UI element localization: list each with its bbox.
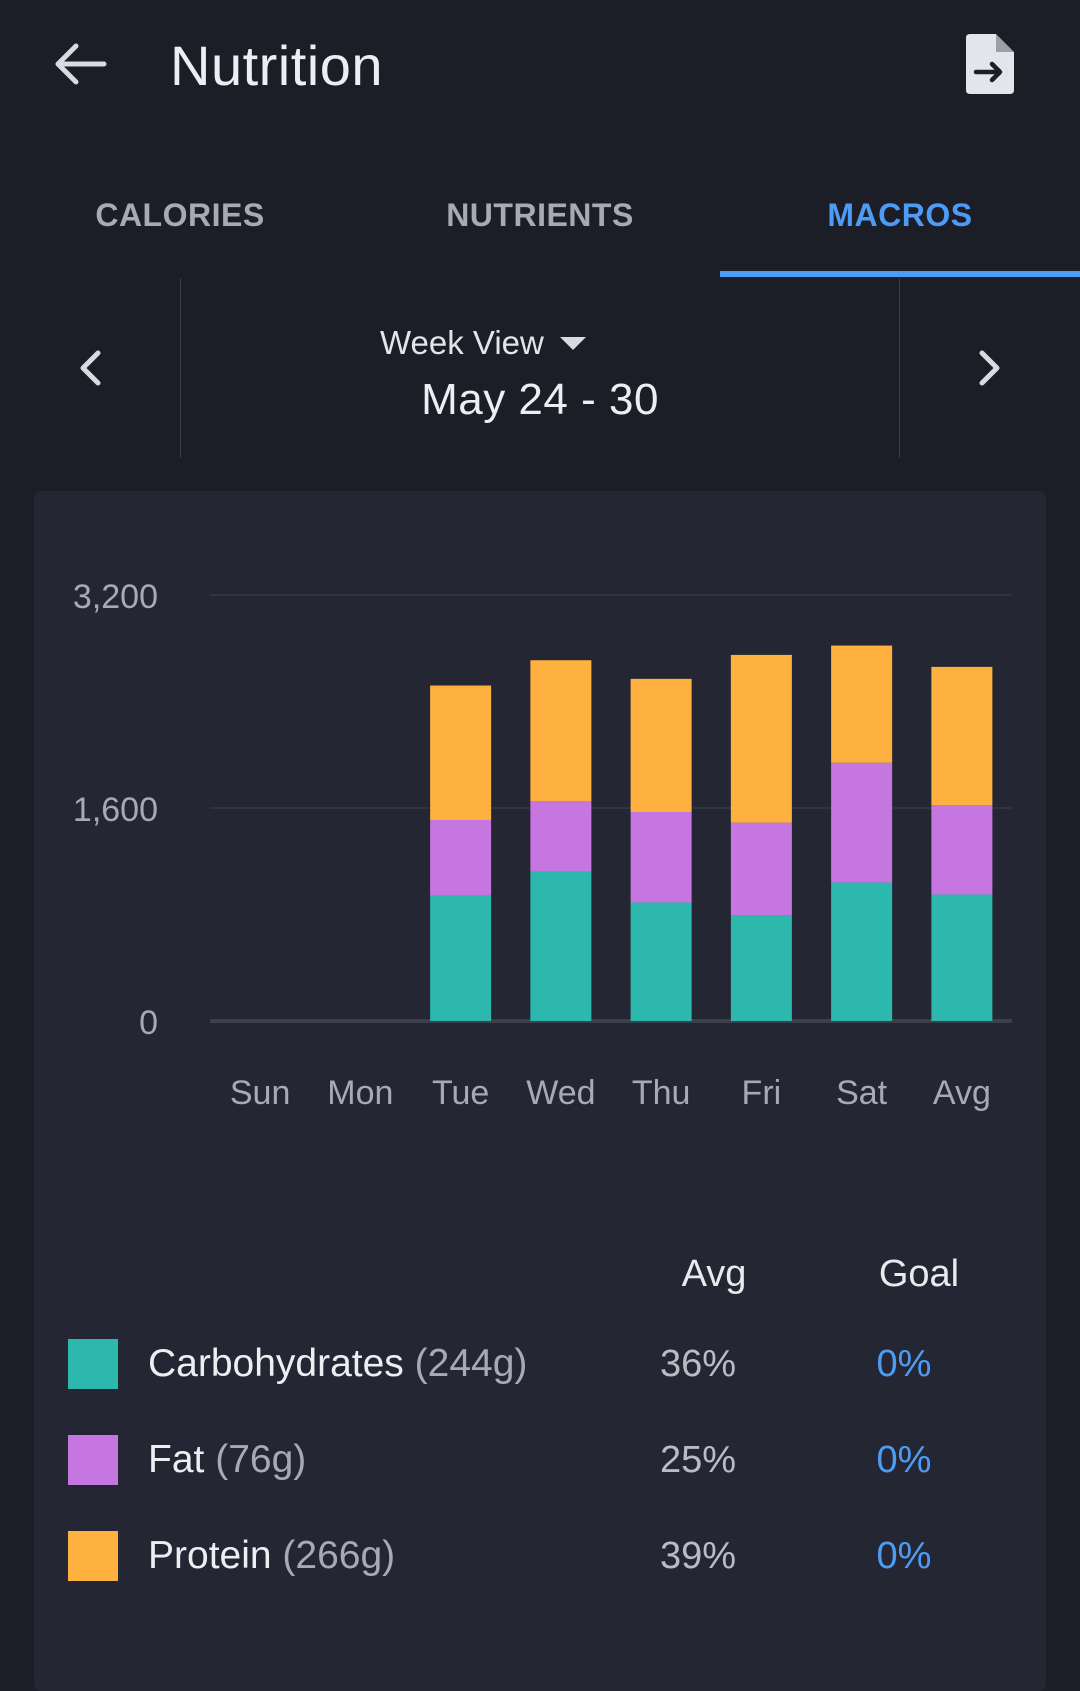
avg-column-header: Avg (681, 1253, 747, 1295)
bar-fat-fri[interactable] (730, 822, 792, 916)
bar-fat-avg[interactable] (931, 805, 993, 895)
macro-row-protein[interactable]: Protein (266g) 39% 0% (68, 1525, 1008, 1585)
bar-carbohydrates-sat[interactable] (831, 882, 893, 1021)
macro-row-fat[interactable]: Fat (76g) 25% 0% (68, 1429, 1008, 1489)
y-tick-label: 1,600 (73, 791, 158, 829)
tab-nutrients[interactable]: NUTRIENTS (446, 196, 634, 233)
x-tick-label: Thu (632, 1074, 691, 1112)
app-bar: Nutrition (0, 0, 1080, 130)
bar-fat-thu[interactable] (630, 811, 692, 903)
y-tick-label: 3,200 (73, 578, 158, 616)
x-tick-label: Wed (526, 1074, 595, 1112)
goal-column-header: Goal (878, 1253, 960, 1295)
back-button[interactable] (40, 28, 120, 100)
bar-protein-thu[interactable] (630, 678, 692, 812)
tab-calories[interactable]: CALORIES (95, 196, 265, 233)
view-mode-label: Week View (380, 324, 544, 361)
bar-carbohydrates-thu[interactable] (630, 902, 692, 1021)
chevron-right-icon (979, 350, 1000, 386)
page-title: Nutrition (170, 34, 384, 97)
macro-row-carbohydrates[interactable]: Carbohydrates (244g) 36% 0% (68, 1333, 1008, 1393)
bar-protein-sat[interactable] (831, 645, 893, 763)
bar-fat-wed[interactable] (530, 801, 592, 872)
divider (180, 278, 181, 458)
content-area: 0 1,600 3,200 Sun Mon Tue Wed Thu Fri Sat Avg Avg … (0, 458, 1080, 1691)
date-range-bar: Week View May 24 - 30 (0, 278, 1080, 458)
fat-swatch (68, 1435, 118, 1485)
goal-percent[interactable]: 0% (876, 1343, 932, 1385)
bar-carbohydrates-avg[interactable] (931, 894, 993, 1021)
protein-swatch (68, 1531, 118, 1581)
carbohydrates-swatch (68, 1339, 118, 1389)
macro-amount: (266g) (282, 1534, 396, 1577)
date-range: May 24 - 30 (421, 375, 659, 424)
avg-percent: 39% (659, 1535, 737, 1577)
caret-down-icon (559, 337, 586, 350)
bar-carbohydrates-fri[interactable] (730, 915, 792, 1021)
macro-name: Fat (148, 1438, 205, 1481)
view-mode-dropdown[interactable]: Week View (380, 320, 596, 366)
macros-chart: 0 1,600 3,200 Sun Mon Tue Wed Thu Fri Sat Avg (73, 578, 1012, 1112)
x-tick-label: Tue (432, 1074, 489, 1112)
x-tick-label: Mon (327, 1074, 393, 1112)
arrow-left-icon (55, 43, 107, 85)
bar-protein-wed[interactable] (530, 660, 592, 802)
macro-label: Carbohydrates (244g) (148, 1333, 527, 1395)
y-tick-label: 0 (139, 1004, 158, 1042)
x-tick-label: Fri (742, 1074, 782, 1112)
export-button[interactable] (950, 28, 1030, 100)
bar-carbohydrates-wed[interactable] (530, 871, 592, 1021)
x-tick-label: Avg (933, 1074, 991, 1112)
avg-percent: 25% (659, 1439, 737, 1481)
bar-protein-tue[interactable] (430, 685, 492, 820)
bar-fat-tue[interactable] (430, 819, 492, 896)
file-export-icon (966, 34, 1014, 94)
next-week-button[interactable] (900, 278, 1080, 458)
tab-macros[interactable]: MACROS (827, 196, 973, 233)
goal-percent[interactable]: 0% (876, 1439, 932, 1481)
macro-amount: (76g) (215, 1438, 307, 1481)
bar-fat-sat[interactable] (831, 762, 893, 883)
macro-label: Protein (266g) (148, 1525, 395, 1587)
divider (899, 278, 900, 458)
goal-percent[interactable]: 0% (876, 1535, 932, 1577)
bar-carbohydrates-tue[interactable] (430, 895, 492, 1021)
active-tab-indicator (720, 271, 1080, 277)
tab-bar: CALORIES NUTRIENTS MACROS (0, 160, 1080, 278)
macro-name: Protein (148, 1534, 272, 1577)
bar-protein-fri[interactable] (730, 654, 792, 823)
avg-percent: 36% (659, 1343, 737, 1385)
macros-card: 0 1,600 3,200 Sun Mon Tue Wed Thu Fri Sat Avg Avg … (34, 491, 1046, 1691)
x-tick-label: Sun (230, 1074, 291, 1112)
bar-protein-avg[interactable] (931, 666, 993, 806)
previous-week-button[interactable] (0, 278, 180, 458)
macro-label: Fat (76g) (148, 1429, 306, 1491)
x-tick-label: Sat (836, 1074, 888, 1112)
chevron-left-icon (80, 350, 101, 386)
macro-name: Carbohydrates (148, 1342, 404, 1385)
macro-amount: (244g) (414, 1342, 528, 1385)
